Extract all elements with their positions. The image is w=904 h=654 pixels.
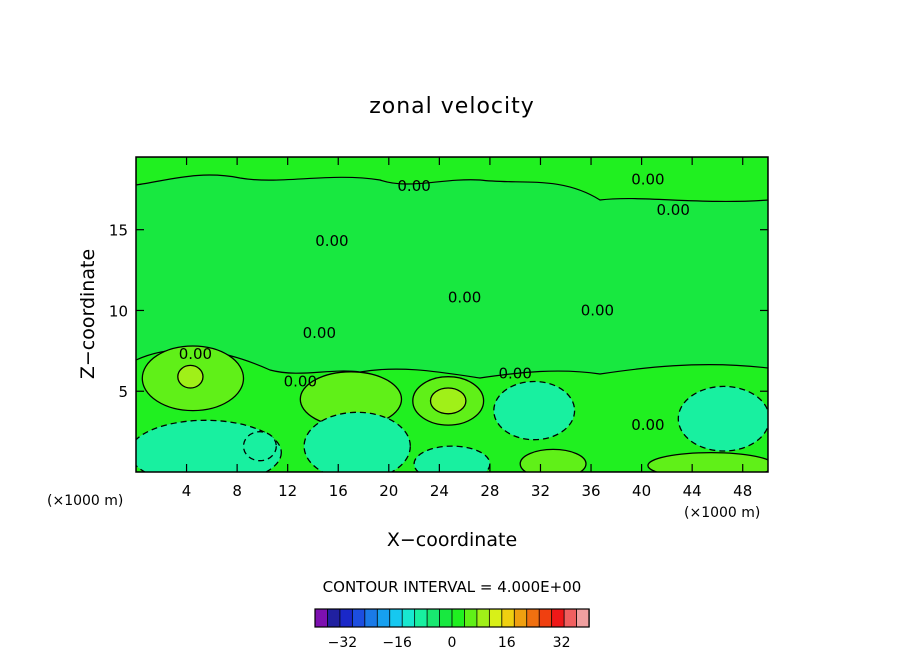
contour-label-4: 0.00 bbox=[448, 288, 481, 306]
colorbar-swatch-11 bbox=[451, 608, 466, 628]
x-tick-label-5: 24 bbox=[430, 482, 449, 500]
contour-field bbox=[136, 157, 768, 472]
contour-labels: 0.00 0.00 0.00 0.00 0.00 0.00 0.00 0.00 0.00 0.00… bbox=[179, 171, 690, 435]
contour-label-10: 0.00 bbox=[631, 416, 664, 434]
contour-label-5: 0.00 bbox=[581, 301, 614, 319]
colorbar-swatch-9 bbox=[426, 608, 441, 628]
contour-label-0: 0.00 bbox=[397, 177, 430, 195]
x-unit-left: (×1000 m) bbox=[47, 493, 123, 509]
colorbar-swatch-19 bbox=[551, 608, 565, 628]
y-tick-label-2: 15 bbox=[109, 222, 128, 240]
colorbar-swatch-15 bbox=[501, 608, 515, 628]
colorbar-label-4: 32 bbox=[553, 635, 571, 651]
colorbar-swatch-10 bbox=[439, 608, 453, 628]
x-tick-label-3: 16 bbox=[329, 482, 348, 500]
x-tick-label-8: 36 bbox=[581, 482, 600, 500]
colorbar-swatch-13 bbox=[476, 608, 491, 628]
colorbar-swatch-0 bbox=[314, 608, 329, 628]
x-tick-label-4: 20 bbox=[379, 482, 398, 500]
negative-velocity-cell-12 bbox=[677, 385, 768, 452]
negative-velocity-cell-10 bbox=[413, 445, 491, 472]
colorbar-swatch-12 bbox=[464, 608, 478, 628]
colorbar-frame bbox=[314, 608, 590, 628]
colorbar-label-0: −32 bbox=[328, 635, 358, 651]
colorbar-swatch-3 bbox=[351, 608, 366, 628]
x-tick-label-11: 48 bbox=[733, 482, 752, 500]
y-tick-label-1: 10 bbox=[109, 302, 128, 320]
contour-label-9: 0.00 bbox=[498, 364, 531, 382]
positive-velocity-cell-4 bbox=[429, 387, 467, 415]
plot-frame bbox=[135, 156, 769, 473]
contour-label-1: 0.00 bbox=[631, 171, 664, 189]
contour-interval-note: CONTOUR INTERVAL = 4.000E+00 bbox=[323, 578, 582, 596]
negative-velocity-cell-11 bbox=[493, 380, 576, 441]
x-tick-label-9: 40 bbox=[632, 482, 651, 500]
colorbar-swatch-14 bbox=[488, 608, 503, 628]
x-unit-right: (×1000 m) bbox=[684, 505, 760, 521]
colorbar-swatch-8 bbox=[414, 608, 428, 628]
contour-label-8: 0.00 bbox=[284, 372, 317, 390]
y-tick-label-0: 5 bbox=[118, 383, 128, 401]
colorbar-swatch-1 bbox=[327, 608, 341, 628]
colorbar-label-2: 0 bbox=[448, 635, 457, 651]
negative-velocity-cell-7 bbox=[136, 419, 282, 472]
contour-label-2: 0.00 bbox=[656, 201, 689, 219]
x-tick-label-10: 44 bbox=[683, 482, 702, 500]
colorbar-swatch-20 bbox=[563, 608, 578, 628]
positive-velocity-cell-6 bbox=[647, 451, 768, 472]
colorbar-label-3: 16 bbox=[498, 635, 516, 651]
upper-zero-contour-band bbox=[136, 157, 768, 203]
x-tick-label-7: 32 bbox=[531, 482, 550, 500]
colorbar-swatch-4 bbox=[364, 608, 378, 628]
x-tick-label-0: 4 bbox=[182, 482, 192, 500]
contour-label-3: 0.00 bbox=[315, 232, 348, 250]
x-tick-label-6: 28 bbox=[480, 482, 499, 500]
plot-area: 0.00 0.00 0.00 0.00 0.00 0.00 0.00 0.00 0.00 0.00… bbox=[135, 156, 769, 473]
x-tick-label-1: 8 bbox=[232, 482, 242, 500]
colorbar-swatch-18 bbox=[538, 608, 553, 628]
colorbar-swatch-6 bbox=[389, 608, 403, 628]
positive-velocity-cell-5 bbox=[519, 448, 587, 472]
negative-velocity-cell-9 bbox=[303, 411, 411, 472]
colorbar-swatch-2 bbox=[339, 608, 354, 628]
x-axis-label: X−coordinate bbox=[387, 529, 517, 551]
y-axis-ticks: 5 10 15 bbox=[109, 222, 768, 401]
contour-label-6: 0.00 bbox=[303, 324, 336, 342]
colorbar-swatch-16 bbox=[513, 608, 528, 628]
colorbar-swatch-7 bbox=[401, 608, 416, 628]
y-axis-label: Z−coordinate bbox=[77, 249, 99, 379]
chart-title: zonal velocity bbox=[369, 94, 535, 119]
positive-velocity-cell-1 bbox=[177, 364, 204, 389]
colorbar-swatch-5 bbox=[376, 608, 391, 628]
x-axis-ticks: 4 8 12 16 20 24 28 32 36 40 44 48 bbox=[182, 157, 752, 500]
x-tick-label-2: 12 bbox=[278, 482, 297, 500]
colorbar-swatch-17 bbox=[526, 608, 540, 628]
colorbar-label-1: −16 bbox=[382, 635, 412, 651]
colorbar-swatch-21 bbox=[576, 608, 590, 628]
colorbar: −32 −16 0 16 32 bbox=[314, 608, 590, 651]
negative-velocity-cell-8 bbox=[242, 431, 277, 462]
contour-label-7: 0.00 bbox=[179, 345, 212, 363]
